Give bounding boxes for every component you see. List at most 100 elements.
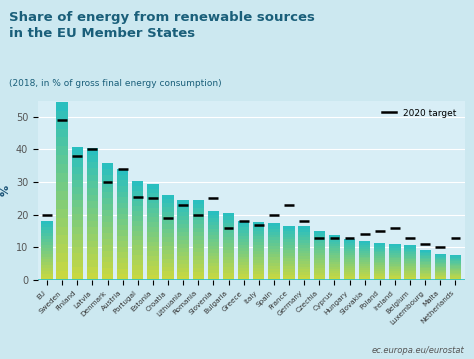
- Bar: [344, 255, 355, 257]
- Bar: [238, 271, 249, 274]
- Bar: [132, 206, 144, 211]
- Bar: [299, 245, 310, 248]
- Bar: [41, 233, 53, 236]
- Bar: [404, 247, 416, 249]
- Bar: [359, 264, 370, 266]
- Bar: [450, 266, 461, 267]
- Bar: [117, 247, 128, 252]
- Bar: [404, 275, 416, 276]
- Bar: [450, 279, 461, 280]
- Bar: [102, 187, 113, 192]
- Bar: [87, 175, 98, 181]
- Bar: [450, 272, 461, 274]
- Bar: [72, 214, 83, 220]
- Bar: [223, 233, 234, 237]
- Bar: [359, 270, 370, 272]
- Bar: [223, 247, 234, 250]
- Bar: [41, 262, 53, 265]
- Bar: [435, 263, 446, 264]
- Bar: [56, 120, 68, 129]
- Bar: [192, 260, 204, 264]
- Bar: [329, 253, 340, 255]
- Bar: [162, 263, 173, 267]
- Bar: [359, 253, 370, 255]
- Bar: [299, 264, 310, 267]
- Bar: [223, 227, 234, 230]
- Bar: [268, 257, 280, 260]
- Bar: [404, 256, 416, 257]
- Bar: [208, 222, 219, 225]
- Bar: [299, 253, 310, 256]
- Bar: [162, 211, 173, 216]
- Bar: [102, 192, 113, 198]
- Bar: [450, 278, 461, 279]
- Bar: [344, 274, 355, 276]
- Bar: [208, 225, 219, 229]
- Bar: [404, 278, 416, 280]
- Bar: [359, 262, 370, 264]
- Bar: [450, 260, 461, 261]
- Bar: [177, 220, 189, 224]
- Bar: [208, 266, 219, 270]
- Bar: [329, 271, 340, 273]
- Bar: [208, 215, 219, 218]
- Bar: [117, 208, 128, 214]
- Bar: [253, 266, 264, 269]
- Bar: [132, 191, 144, 196]
- Bar: [238, 277, 249, 280]
- Bar: [268, 223, 280, 226]
- Bar: [117, 230, 128, 236]
- Bar: [435, 267, 446, 268]
- Bar: [87, 234, 98, 241]
- Bar: [117, 275, 128, 280]
- Bar: [268, 240, 280, 243]
- Bar: [102, 222, 113, 228]
- Bar: [450, 259, 461, 260]
- Bar: [344, 245, 355, 247]
- Bar: [162, 224, 173, 229]
- Bar: [162, 199, 173, 203]
- Bar: [41, 274, 53, 277]
- Bar: [162, 195, 173, 199]
- Bar: [314, 246, 325, 248]
- Bar: [41, 253, 53, 257]
- Bar: [87, 188, 98, 195]
- Bar: [56, 155, 68, 164]
- Bar: [329, 244, 340, 246]
- Bar: [72, 253, 83, 260]
- Bar: [374, 265, 385, 267]
- Bar: [344, 253, 355, 255]
- Bar: [56, 173, 68, 182]
- Bar: [435, 262, 446, 263]
- Bar: [359, 276, 370, 278]
- Bar: [389, 276, 401, 278]
- Bar: [192, 272, 204, 276]
- Bar: [223, 253, 234, 257]
- Bar: [450, 256, 461, 258]
- Bar: [147, 203, 159, 208]
- Bar: [72, 174, 83, 180]
- Bar: [132, 270, 144, 275]
- Bar: [238, 262, 249, 265]
- Bar: [72, 154, 83, 160]
- Bar: [177, 248, 189, 252]
- Bar: [419, 258, 431, 259]
- Bar: [208, 276, 219, 280]
- Bar: [208, 273, 219, 276]
- Bar: [374, 252, 385, 254]
- Bar: [177, 216, 189, 220]
- Bar: [268, 226, 280, 229]
- Bar: [299, 275, 310, 278]
- Bar: [389, 246, 401, 248]
- Bar: [344, 276, 355, 278]
- Bar: [56, 262, 68, 271]
- Bar: [359, 272, 370, 274]
- Bar: [283, 239, 295, 242]
- Bar: [87, 247, 98, 254]
- Bar: [389, 271, 401, 273]
- Bar: [389, 262, 401, 264]
- Bar: [404, 270, 416, 271]
- Bar: [102, 181, 113, 187]
- Bar: [223, 220, 234, 223]
- Bar: [253, 257, 264, 260]
